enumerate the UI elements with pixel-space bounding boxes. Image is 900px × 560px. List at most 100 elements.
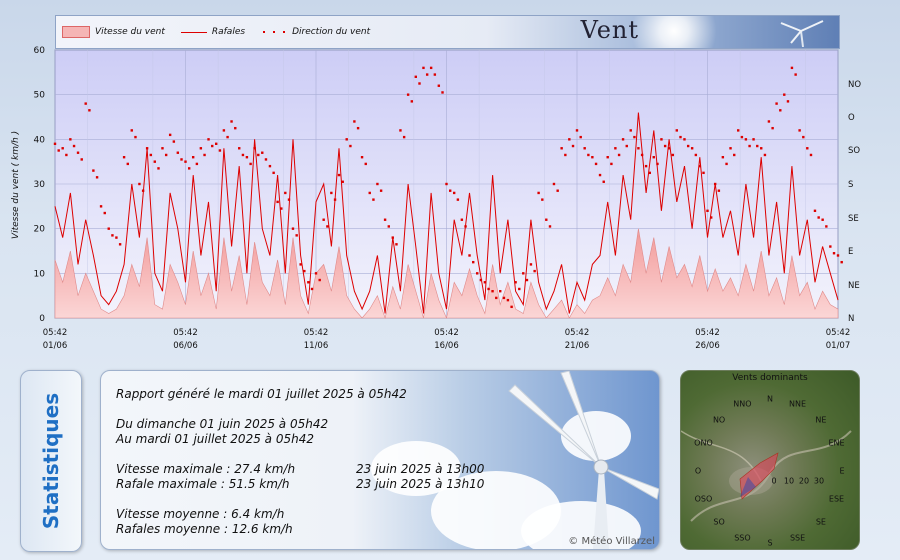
direction-point	[72, 144, 76, 148]
direction-point	[368, 191, 371, 195]
direction-point	[410, 100, 414, 103]
direction-point	[126, 162, 129, 166]
legend-swatch-line	[180, 31, 207, 33]
max-gust-date: 23 juin 2025 à 13h10	[356, 477, 485, 491]
right-axis-label: NO	[848, 80, 861, 90]
max-speed-label: Vitesse maximale : 27.4 km/h	[116, 462, 296, 476]
direction-point	[456, 198, 460, 201]
direction-point	[172, 140, 176, 143]
direction-point	[141, 189, 145, 192]
direction-point	[556, 189, 559, 192]
y-tick-label: 30	[34, 180, 46, 190]
x-tick-date: 01/06	[43, 341, 68, 351]
wind-rose-panel: Vents dominants N NNE NE ENE E ESE SE SSE S SSO SO…	[680, 370, 860, 550]
direction-point	[756, 144, 759, 148]
y-tick-label: 10	[34, 269, 46, 279]
rose-direction-label: NNE	[789, 399, 807, 409]
legend-label-direction: Direction du vent	[292, 27, 371, 37]
direction-point	[253, 147, 256, 150]
direction-point	[713, 182, 717, 186]
rose-direction-label: O	[694, 466, 702, 476]
legend-item-gusts: Rafales	[180, 27, 246, 37]
direction-point	[644, 164, 648, 168]
rose-title: Vents dominants	[732, 373, 808, 383]
direction-point	[763, 153, 767, 157]
direction-point	[640, 153, 644, 157]
legend-label-gusts: Rafales	[211, 27, 246, 37]
avg-gust-label: Rafales moyenne : 12.6 km/h	[116, 522, 293, 536]
page-title: Vent	[580, 16, 639, 44]
direction-point	[675, 129, 678, 132]
x-tick-date: 26/06	[695, 341, 720, 351]
rose-petals	[739, 452, 779, 500]
direction-point	[314, 272, 318, 275]
direction-point	[433, 73, 437, 76]
direction-point	[648, 171, 651, 175]
sun-glare-image	[619, 16, 729, 48]
direction-point	[656, 162, 659, 166]
direction-point	[391, 236, 394, 239]
direction-point	[383, 218, 387, 221]
rose-direction-label: E	[839, 466, 845, 476]
direction-point	[291, 227, 295, 230]
copyright-text: © Météo Villarzel	[568, 536, 655, 547]
direction-point	[57, 149, 60, 152]
rose-direction-label: SE	[815, 517, 826, 527]
direction-point	[663, 144, 667, 148]
direction-point	[706, 209, 709, 212]
legend-swatch-area	[62, 26, 90, 38]
direction-point	[602, 180, 605, 183]
wind-turbine-icon	[780, 20, 824, 47]
direction-point	[652, 156, 655, 159]
direction-point	[625, 144, 628, 148]
direction-point	[737, 129, 740, 132]
direction-point	[545, 218, 548, 221]
direction-point	[637, 147, 640, 150]
direction-point	[157, 167, 160, 170]
direction-point	[341, 180, 344, 183]
direction-point	[184, 160, 187, 163]
direction-point	[53, 142, 57, 145]
direction-point	[679, 135, 682, 139]
direction-point	[218, 149, 222, 152]
direction-point	[65, 153, 68, 157]
speed-area-group	[54, 228, 839, 320]
direction-point	[379, 189, 383, 192]
report-period-end: Au mardi 01 juillet 2025 à 05h42	[116, 432, 314, 446]
direction-point	[752, 138, 755, 141]
direction-point	[303, 269, 306, 273]
direction-point	[610, 162, 613, 166]
x-tick-time: 05:42	[43, 328, 68, 338]
right-axis-label: O	[848, 113, 855, 123]
direction-point	[479, 278, 483, 282]
direction-point	[176, 151, 180, 154]
direction-point	[399, 129, 402, 132]
direction-point	[809, 153, 813, 157]
direction-point	[779, 109, 782, 112]
direction-point	[299, 263, 302, 266]
x-tick-date: 21/06	[565, 341, 590, 351]
y-axis-ticks: 0 10 20 30 40 50 60	[34, 46, 46, 324]
gust-line	[54, 112, 839, 314]
rose-ring-label: 10	[783, 476, 795, 486]
rose-direction-label: SSE	[789, 533, 806, 543]
direction-point	[364, 162, 367, 166]
direction-point	[472, 260, 475, 264]
right-axis-label: S	[848, 180, 853, 190]
direction-point	[107, 227, 110, 230]
direction-point	[215, 142, 218, 145]
rose-direction-label: NNO	[733, 399, 752, 409]
direction-point	[203, 153, 206, 157]
legend-item-speed: Vitesse du vent	[62, 26, 165, 38]
direction-point	[840, 260, 843, 264]
direction-point	[683, 138, 686, 141]
rose-ring-label: 0	[771, 476, 777, 486]
direction-point	[168, 133, 172, 137]
direction-point	[326, 225, 329, 228]
direction-point	[349, 144, 352, 148]
y-tick-label: 50	[34, 91, 46, 101]
direction-point	[671, 153, 675, 157]
report-period-start: Du dimanche 01 juin 2025 à 05h42	[116, 417, 329, 431]
rose-petal-core	[740, 477, 756, 497]
direction-point	[356, 126, 360, 130]
